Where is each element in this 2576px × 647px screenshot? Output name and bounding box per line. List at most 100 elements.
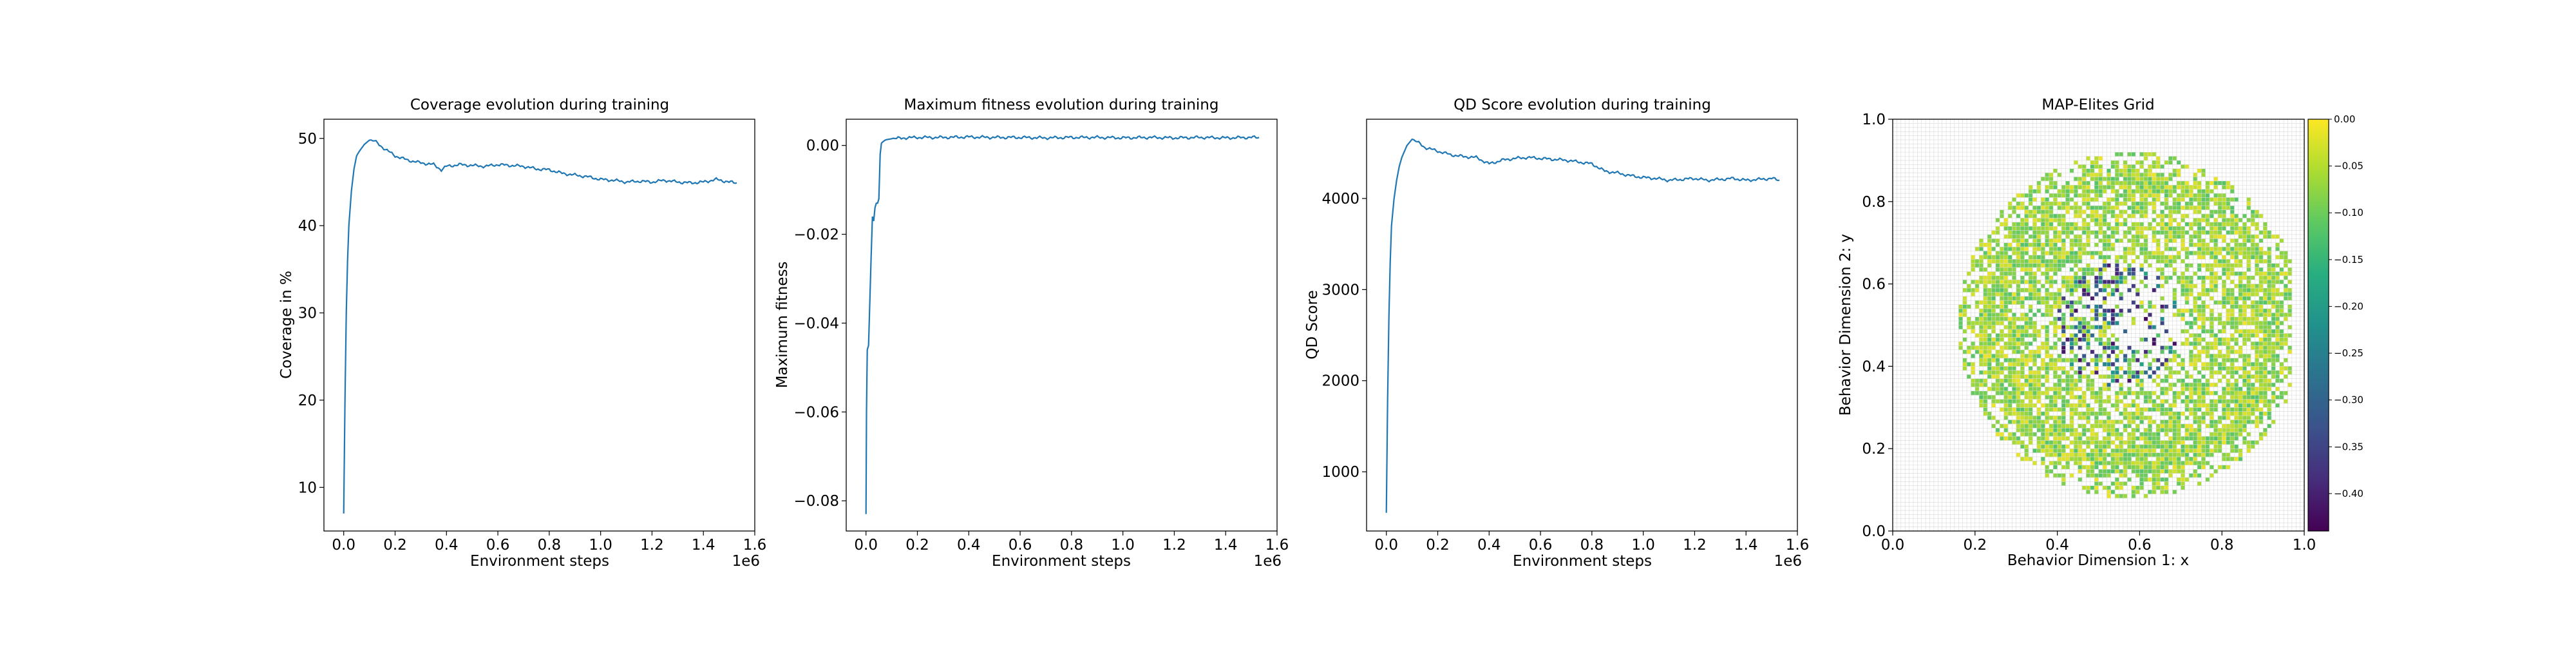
heatmap-cell [2127,411,2132,416]
heatmap-cell [2020,251,2025,256]
heatmap-cell [2007,234,2012,239]
heatmap-cell [2193,308,2198,313]
heatmap-cell [2164,423,2169,429]
heatmap-cell [2267,416,2272,420]
heatmap-cell [2230,387,2235,392]
heatmap-cell [2036,180,2041,186]
heatmap-cell [2222,201,2226,206]
heatmap-cell [2197,251,2202,256]
heatmap-cell [2148,436,2152,441]
heatmap-cell [2275,280,2280,284]
heatmap-cell [2193,452,2198,458]
heatmap-cell [2007,395,2012,400]
heatmap-cell [2176,308,2181,313]
heatmap-cell [2168,420,2173,425]
heatmap-cell [2250,342,2255,346]
heatmap-cell [2032,337,2037,342]
heatmap-cell [2246,403,2251,408]
heatmap-cell [2032,247,2037,251]
heatmap-cell [2193,193,2198,198]
heatmap-cell [2115,271,2119,276]
heatmap-cell [2287,333,2293,338]
heatmap-cell [2238,218,2243,223]
chart-4-x-tick-label: 0.0 [1881,537,1905,554]
heatmap-cell [2238,230,2243,235]
heatmap-cell [2078,440,2083,445]
heatmap-cell [2115,263,2119,268]
heatmap-cell [2074,193,2078,198]
heatmap-cell [2242,428,2247,432]
heatmap-cell [1983,316,1988,322]
heatmap-cell [2069,206,2074,210]
heatmap-cell [2090,452,2095,458]
heatmap-cell [2098,189,2103,194]
heatmap-cell [2168,234,2173,239]
heatmap-cell [2263,374,2268,379]
colorbar-tick-label: 0.00 [2334,113,2355,125]
heatmap-cell [2016,206,2021,210]
heatmap-cell [2123,411,2128,416]
heatmap-cell [2172,490,2177,494]
heatmap-cell [2250,440,2255,445]
heatmap-cell [2119,432,2124,437]
chart-1-series-line [343,139,737,514]
heatmap-cell [2246,333,2251,338]
heatmap-cell [2242,358,2247,363]
heatmap-cell [2201,275,2206,280]
heatmap-cell [2255,403,2260,408]
heatmap-cell [2267,275,2272,280]
heatmap-cell [2110,287,2116,293]
heatmap-cell [2143,168,2148,173]
heatmap-cell [2164,461,2169,466]
heatmap-cell [1967,325,1971,330]
heatmap-cell [2139,242,2145,247]
heatmap-cell [2205,382,2210,387]
heatmap-cell [2267,230,2272,235]
heatmap-cell [2127,164,2132,169]
heatmap-cell [2086,193,2091,198]
heatmap-cell [2115,481,2119,487]
heatmap-cell [2184,452,2190,458]
heatmap-cell [2115,287,2119,293]
heatmap-cell [2275,304,2280,309]
heatmap-cell [2032,349,2037,354]
heatmap-cell [2045,197,2050,202]
heatmap-cell [2168,456,2173,461]
heatmap-cell [2061,407,2066,412]
heatmap-cell [2230,218,2235,223]
heatmap-cell [2230,226,2235,231]
heatmap-cell [2123,391,2128,396]
heatmap-cell [2012,267,2016,272]
heatmap-cell [2094,416,2099,420]
heatmap-cell [1991,313,1996,318]
heatmap-cell [2234,226,2239,231]
heatmap-cell [2143,234,2148,239]
heatmap-cell [2024,213,2029,218]
heatmap-cell [2230,440,2235,445]
heatmap-cell [2246,259,2251,264]
heatmap-cell [2107,337,2111,342]
heatmap-cell [1991,399,1996,404]
heatmap-cell [2279,378,2284,383]
heatmap-cell [2012,378,2016,383]
chart-1-y-tick-label: 50 [298,131,317,148]
heatmap-cell [2172,287,2177,293]
heatmap-cell [2003,436,2009,441]
heatmap-cell [2172,428,2177,432]
heatmap-cell [1971,292,1976,297]
heatmap-cell [2155,366,2161,371]
heatmap-cell [2053,201,2058,206]
heatmap-cell [2263,313,2268,318]
heatmap-cell [1971,345,1976,351]
heatmap-cell [2201,391,2206,396]
heatmap-cell [2184,387,2190,392]
heatmap-cell [2090,218,2095,223]
heatmap-cell [2201,201,2206,206]
heatmap-cell [2024,251,2029,256]
heatmap-cell [2090,407,2095,412]
heatmap-cell [2102,300,2107,305]
heatmap-cell [2081,416,2087,420]
heatmap-cell [2148,193,2152,198]
heatmap-cell [2045,370,2050,375]
heatmap-cell [2012,407,2016,412]
